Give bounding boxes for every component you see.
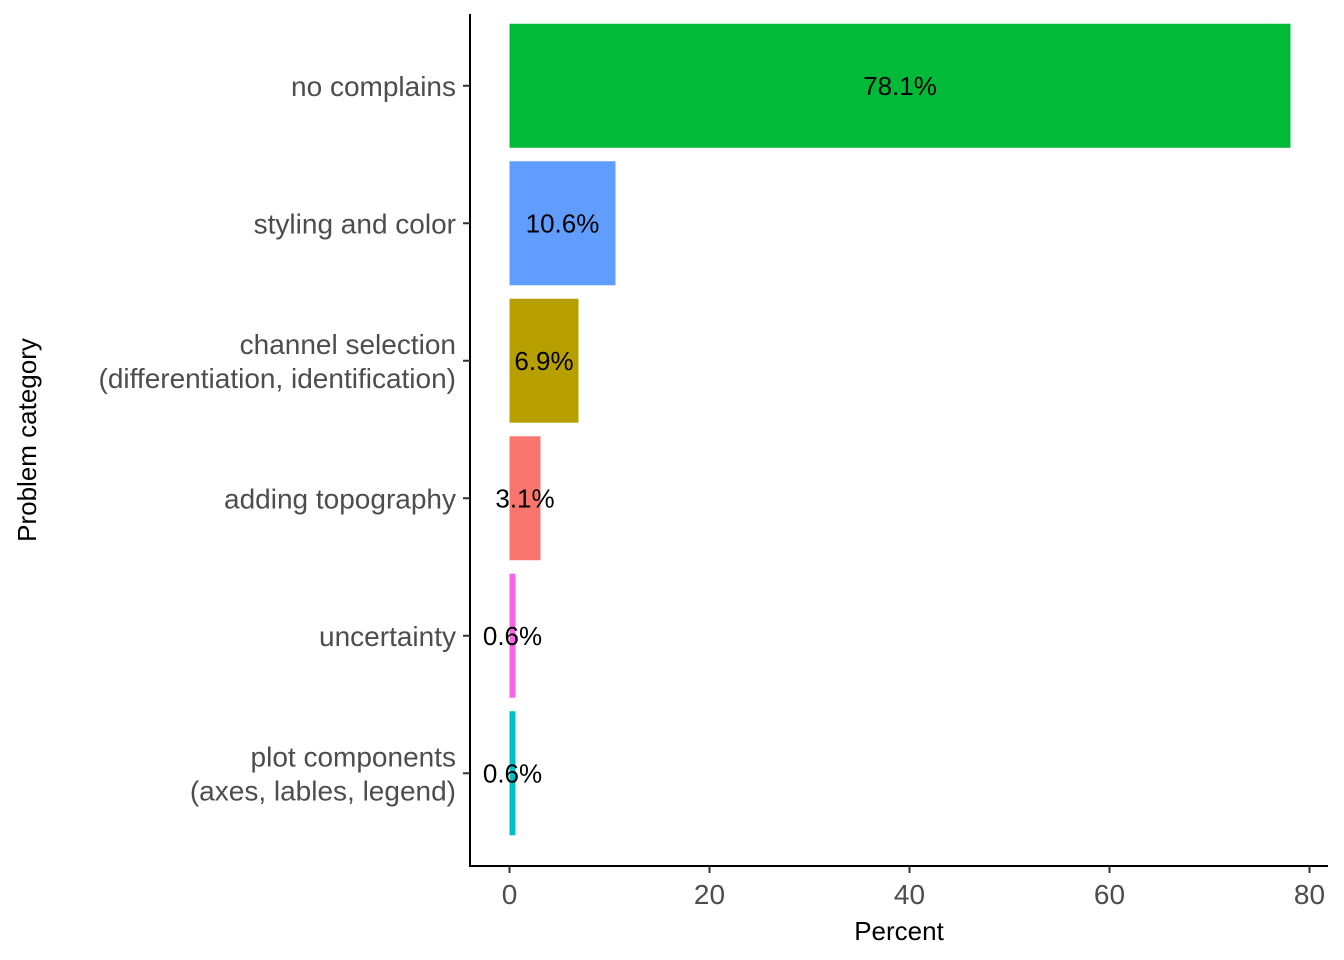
data-label-3: 6.9% [514,346,573,376]
y-tick-label-4: adding topography [224,483,456,514]
x-tick-label-1: 0 [502,879,518,910]
bars-group [509,23,1291,836]
bar-6 [509,711,516,836]
x-tick-label-2: 20 [694,879,725,910]
data-label-1: 78.1% [863,71,937,101]
data-label-5: 0.6% [483,621,542,651]
data-label-2: 10.6% [526,208,600,238]
bar-2 [509,161,616,286]
x-axis-ticks: 0 20 40 60 80 [502,866,1325,910]
y-tick-label-5: uncertainty [319,621,456,652]
y-tick-label-6: plot components (axes, lables, legend) [190,741,456,806]
y-tick-label-2: styling and color [254,208,456,239]
bar-4 [509,436,541,561]
x-tick-label-4: 60 [1094,879,1125,910]
x-tick-label-5: 80 [1294,879,1325,910]
y-tick-label-1: no complains [291,71,456,102]
data-label-4: 3.1% [495,483,554,513]
data-label-6: 0.6% [483,758,542,788]
x-tick-label-3: 40 [894,879,925,910]
y-tick-label-3: channel selection (differentiation, ident… [99,329,456,394]
y-axis-title: Problem category [12,338,42,542]
bar-5 [509,573,516,698]
data-labels-group: 78.1% 10.6% 6.9% 3.1% 0.6% 0.6% [483,71,937,789]
bar-3 [509,298,579,423]
x-axis-title: Percent [854,916,944,946]
y-axis-ticks: no complains styling and color channel sel… [99,71,470,806]
bar-1 [509,23,1291,148]
